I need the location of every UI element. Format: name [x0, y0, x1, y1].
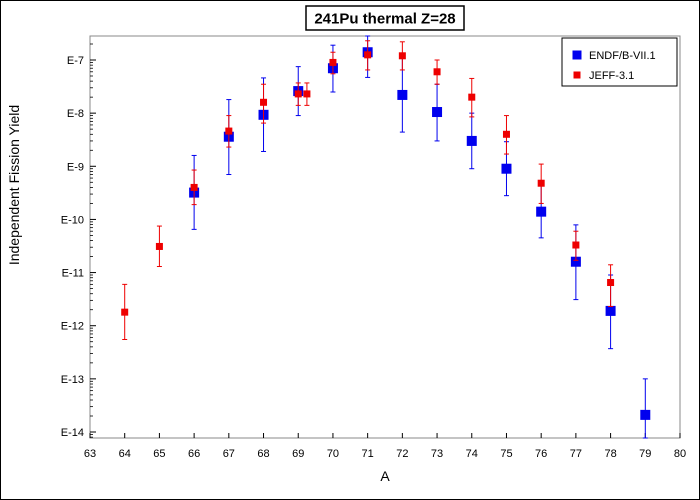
data-point — [225, 127, 233, 135]
legend: ENDF/B-VII.1 JEFF-3.1 — [561, 37, 678, 87]
data-point — [294, 90, 302, 98]
data-point — [260, 98, 268, 106]
data-point — [570, 256, 581, 267]
data-point — [398, 52, 406, 60]
x-tick-label: 78 — [604, 448, 616, 460]
data-point — [640, 409, 651, 420]
y-tick-label: E-8 — [67, 108, 84, 120]
x-tick-label: 79 — [639, 448, 651, 460]
x-tick-label: 69 — [292, 448, 304, 460]
data-point — [468, 93, 476, 101]
data-point — [536, 206, 547, 217]
legend-label: ENDF/B-VII.1 — [589, 50, 656, 62]
data-point — [433, 68, 441, 76]
x-tick-label: 72 — [396, 448, 408, 460]
x-tick-label: 71 — [362, 448, 374, 460]
data-point — [572, 241, 580, 249]
x-tick-label: 77 — [570, 448, 582, 460]
chart-title-box: 241Pu thermal Z=28 — [305, 5, 465, 31]
data-point — [605, 305, 616, 316]
x-tick-label: 67 — [223, 448, 235, 460]
data-point — [155, 242, 163, 250]
data-point — [501, 163, 512, 174]
data-point — [364, 51, 372, 59]
x-tick-label: 70 — [327, 448, 339, 460]
x-tick-label: 74 — [466, 448, 478, 460]
x-tick-label: 80 — [674, 448, 686, 460]
y-tick-label: E-14 — [61, 427, 84, 439]
x-axis-label: A — [380, 468, 390, 484]
x-tick-label: 66 — [188, 448, 200, 460]
data-point — [432, 107, 443, 118]
y-tick-label: E-7 — [67, 55, 84, 67]
axis-ticks: 63 64 65 66 67 68 69 70 71 72 73 74 75 76 77 78 79 80 E-14… — [61, 43, 686, 460]
data-point — [537, 179, 545, 187]
x-tick-label: 64 — [119, 448, 131, 460]
data-point — [607, 279, 615, 287]
chart-title: 241Pu thermal Z=28 — [314, 11, 455, 28]
legend-swatch — [573, 71, 581, 79]
y-tick-label: E-10 — [61, 214, 84, 226]
data-point — [466, 135, 477, 146]
x-tick-label: 63 — [84, 448, 96, 460]
legend-label: JEFF-3.1 — [589, 70, 634, 82]
y-tick-label: E-12 — [61, 321, 84, 333]
series-JEFF-3.1 — [121, 40, 615, 341]
legend-swatch — [572, 50, 582, 60]
x-tick-label: 75 — [500, 448, 512, 460]
data-point — [190, 183, 198, 191]
y-axis-label: Independent Fission Yield — [6, 105, 22, 265]
data-point — [121, 308, 129, 316]
data-marks — [121, 35, 651, 439]
y-tick-label: E-13 — [61, 374, 84, 386]
x-tick-label: 76 — [535, 448, 547, 460]
data-point — [329, 58, 337, 66]
data-point — [502, 130, 510, 138]
x-tick-label: 73 — [431, 448, 443, 460]
y-tick-label: E-11 — [62, 268, 84, 280]
y-tick-label: E-9 — [67, 161, 84, 173]
plot-area — [89, 35, 681, 439]
data-point — [303, 90, 311, 98]
x-tick-label: 68 — [257, 448, 269, 460]
data-point — [397, 89, 408, 100]
x-tick-label: 65 — [153, 448, 165, 460]
